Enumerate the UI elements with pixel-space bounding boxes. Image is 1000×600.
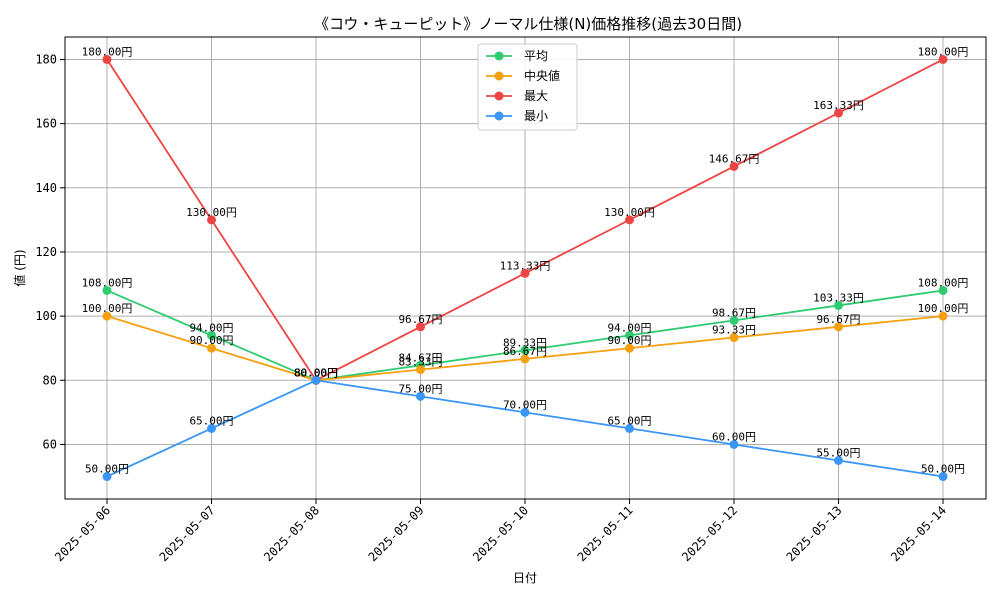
data-point [416,322,425,332]
data-point [416,391,425,401]
data-label: 80.00円 [294,366,338,379]
data-label: 100.00円 [82,302,133,315]
data-point [729,315,739,325]
data-label: 96.67円 [398,313,442,326]
data-point [834,456,843,465]
data-label: 65.00円 [189,414,233,427]
data-point [102,311,112,321]
data-label: 75.00円 [398,382,442,395]
legend-label: 平均 [524,49,548,63]
legend-marker [494,91,504,101]
data-point [834,108,843,118]
data-label: 80.00円 [294,366,338,379]
data-labels: 108.00円 94.00円 80.00円 84.67円 89.33円 94.00円 98.… [82,45,969,475]
data-point [625,343,634,353]
data-label: 90.00円 [189,334,233,347]
data-label: 80.00円 [294,366,338,379]
data-label: 108.00円 [918,276,969,289]
y-tick-label: 160 [35,117,57,131]
data-point [520,407,530,417]
legend-marker [494,51,504,61]
chart-title: 《コウ・キューピット》ノーマル仕様(N)価格推移(過去30日間) [314,15,742,33]
data-point [207,215,216,225]
data-point [207,343,216,353]
data-point [102,472,112,482]
data-label: 50.00円 [85,463,129,476]
data-point [834,322,843,332]
data-label: 80.00円 [294,366,338,379]
data-point [102,285,112,295]
legend-frame [477,43,578,131]
data-label: 89.33円 [503,336,547,349]
data-label: 163.33円 [813,99,864,112]
data-point [311,375,321,385]
data-label: 180.00円 [82,45,133,58]
data-label: 180.00円 [918,45,969,58]
data-point [207,330,216,340]
y-tick-label: 60 [43,437,57,451]
data-point [625,330,634,340]
data-point [520,354,530,364]
data-label: 103.33円 [813,291,864,304]
legend-label: 最小 [524,109,548,123]
data-point [729,439,739,449]
data-point [102,54,112,64]
grid [65,37,986,499]
data-point [938,285,948,295]
data-label: 93.33円 [712,324,756,337]
data-point [625,423,634,433]
data-label: 108.00円 [82,276,133,289]
data-label: 146.67円 [709,152,760,165]
data-label: 94.00円 [189,321,233,334]
data-label: 55.00円 [816,447,860,460]
data-label: 130.00円 [186,206,237,219]
data-point [416,365,425,375]
data-point [938,311,948,321]
data-point [207,423,216,433]
data-label: 70.00円 [503,398,547,411]
y-tick-label: 80 [43,373,57,387]
y-tick-label: 120 [35,245,57,259]
y-axis-ticks: 60 80 100 120 140 160 180 [35,52,65,451]
data-label: 86.67円 [503,345,547,358]
data-label: 90.00円 [607,334,651,347]
data-label: 84.67円 [398,351,442,364]
legend-marker [494,111,504,121]
y-tick-label: 180 [35,52,57,66]
data-label: 98.67円 [712,306,756,319]
data-point [938,472,948,482]
data-point [520,268,530,278]
x-axis-label: 日付 [513,571,537,585]
data-point [729,161,739,171]
data-point [520,345,530,355]
data-point [938,54,948,64]
legend-marker [494,71,504,81]
legend-label: 最大 [524,89,548,103]
y-tick-label: 140 [35,181,57,195]
series-layer [102,54,948,482]
y-axis-label: 値 (円) [12,249,27,286]
data-label: 130.00円 [604,206,655,219]
legend-label: 中央値 [524,68,560,83]
y-tick-label: 100 [35,309,57,323]
data-point [834,300,843,310]
data-label: 100.00円 [918,302,969,315]
data-point [625,215,634,225]
data-label: 83.33円 [398,356,442,369]
data-label: 60.00円 [712,430,756,443]
data-label: 65.00円 [607,414,651,427]
data-point [729,333,739,343]
data-label: 94.00円 [607,321,651,334]
data-label: 50.00円 [921,463,965,476]
data-label: 96.67円 [816,313,860,326]
data-label: 113.33円 [500,259,551,272]
